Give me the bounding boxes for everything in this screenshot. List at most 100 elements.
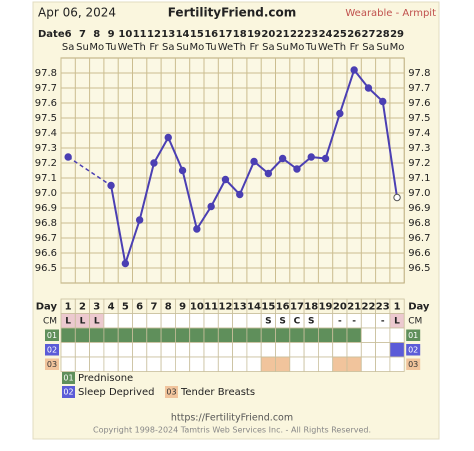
temperature-point bbox=[236, 190, 244, 199]
x-weekday-label: Mo bbox=[390, 42, 405, 53]
x-weekday-label: Su bbox=[76, 42, 89, 53]
temperature-point bbox=[64, 153, 72, 161]
row-cell bbox=[89, 342, 105, 358]
y-tick-label: 97.8 bbox=[35, 68, 57, 79]
row-cell bbox=[189, 356, 205, 372]
y-tick-label-right: 96.8 bbox=[408, 218, 430, 229]
row-cell bbox=[275, 342, 291, 358]
legend-code: 02 bbox=[63, 388, 73, 397]
x-weekday-label: Th bbox=[233, 42, 246, 53]
row-cell bbox=[346, 327, 362, 343]
row-cell bbox=[189, 327, 205, 343]
y-tick-label: 97.3 bbox=[35, 143, 57, 154]
row-cell bbox=[146, 327, 162, 343]
cm-cell bbox=[360, 313, 376, 329]
y-tick-label: 96.6 bbox=[35, 248, 57, 259]
x-weekday-label: Fr bbox=[350, 42, 360, 53]
row-code-box bbox=[45, 344, 59, 356]
x-date-label: 26 bbox=[347, 29, 361, 40]
x-weekday-label: Mo bbox=[189, 42, 204, 53]
row-code-box bbox=[45, 329, 59, 341]
day-number: 2 bbox=[79, 301, 86, 312]
row-cell bbox=[74, 356, 91, 372]
y-tick-label-right: 97.8 bbox=[408, 68, 430, 79]
x-weekday-label: Sa bbox=[362, 42, 374, 53]
x-date-label: 24 bbox=[319, 29, 333, 40]
temperature-point bbox=[193, 225, 201, 233]
row-cell bbox=[146, 342, 162, 358]
row-cell bbox=[117, 356, 133, 372]
day-number: 6 bbox=[136, 301, 143, 312]
row-cell bbox=[132, 342, 148, 358]
day-number: 7 bbox=[150, 301, 157, 312]
row-cell bbox=[217, 356, 234, 372]
x-weekday-label: Tu bbox=[305, 42, 317, 53]
y-tick-label-right: 97.0 bbox=[408, 188, 430, 199]
x-weekday-label: Sa bbox=[162, 42, 174, 53]
x-weekday-label: Su bbox=[276, 42, 289, 53]
temperature-point bbox=[135, 216, 144, 224]
y-tick-label: 97.0 bbox=[35, 188, 57, 199]
temp-method: Wearable - Armpit bbox=[345, 8, 436, 19]
x-weekday-label: We bbox=[118, 42, 133, 53]
x-date-label: 11 bbox=[133, 29, 147, 40]
row-cell bbox=[332, 327, 348, 343]
day-number: 13 bbox=[233, 301, 247, 312]
row-cell bbox=[117, 342, 133, 358]
row-cell bbox=[303, 327, 319, 343]
day-row-label: Day bbox=[36, 301, 58, 312]
cm-value: C bbox=[294, 316, 301, 326]
legend-label: Prednisone bbox=[78, 373, 133, 384]
row-cell bbox=[174, 356, 191, 372]
y-tick-label: 96.7 bbox=[35, 233, 57, 244]
x-weekday-label: Tu bbox=[205, 42, 217, 53]
footer-copyright: Copyright 1998-2024 Tamtris Web Services… bbox=[93, 426, 371, 435]
y-tick-label-right: 97.3 bbox=[408, 143, 430, 154]
row-cell bbox=[160, 342, 176, 358]
row-cell bbox=[60, 342, 76, 358]
row-code-right: 01 bbox=[408, 331, 418, 340]
y-tick-label: 96.9 bbox=[35, 203, 57, 214]
cm-cell bbox=[146, 313, 162, 329]
day-number: 4 bbox=[108, 301, 115, 312]
row-code-box bbox=[45, 358, 59, 370]
x-weekday-label: Sa bbox=[62, 42, 74, 53]
x-weekday-label: Sa bbox=[262, 42, 274, 53]
y-tick-label-right: 97.7 bbox=[408, 83, 430, 94]
day-row-label-right: Day bbox=[408, 301, 430, 312]
row-code-right: 03 bbox=[408, 360, 418, 369]
row-cell bbox=[346, 342, 362, 358]
row-cell bbox=[132, 327, 148, 343]
row-cell bbox=[303, 356, 319, 372]
y-tick-label: 97.5 bbox=[35, 113, 57, 124]
x-weekday-label: We bbox=[318, 42, 333, 53]
temperature-point bbox=[336, 109, 344, 118]
row-cell bbox=[389, 342, 405, 358]
cm-cell bbox=[232, 313, 248, 329]
day-number: 1 bbox=[394, 301, 401, 312]
row-cell bbox=[332, 342, 348, 358]
temperature-point bbox=[307, 153, 315, 161]
row-cell bbox=[360, 356, 376, 372]
cm-cell bbox=[174, 313, 191, 329]
row-cell bbox=[217, 342, 234, 358]
x-date-label: 22 bbox=[290, 29, 304, 40]
row-cell bbox=[246, 327, 262, 343]
cm-cell bbox=[246, 313, 262, 329]
cm-value: L bbox=[394, 316, 400, 326]
cm-cell bbox=[160, 313, 176, 329]
temperature-point bbox=[150, 159, 158, 167]
temperature-point bbox=[364, 84, 373, 92]
footer-url: https://FertilityFriend.com bbox=[171, 413, 293, 424]
x-weekday-label: Su bbox=[176, 42, 189, 53]
row-cell bbox=[275, 356, 291, 372]
y-tick-label: 96.5 bbox=[35, 263, 57, 274]
row-cell bbox=[232, 356, 248, 372]
legend-code-box bbox=[165, 386, 178, 398]
row-cell bbox=[317, 356, 334, 372]
cm-cell bbox=[103, 313, 119, 329]
x-date-label: 15 bbox=[190, 29, 204, 40]
row-cell bbox=[375, 356, 391, 372]
y-tick-label-right: 97.2 bbox=[408, 158, 430, 169]
day-number: 11 bbox=[204, 301, 218, 312]
